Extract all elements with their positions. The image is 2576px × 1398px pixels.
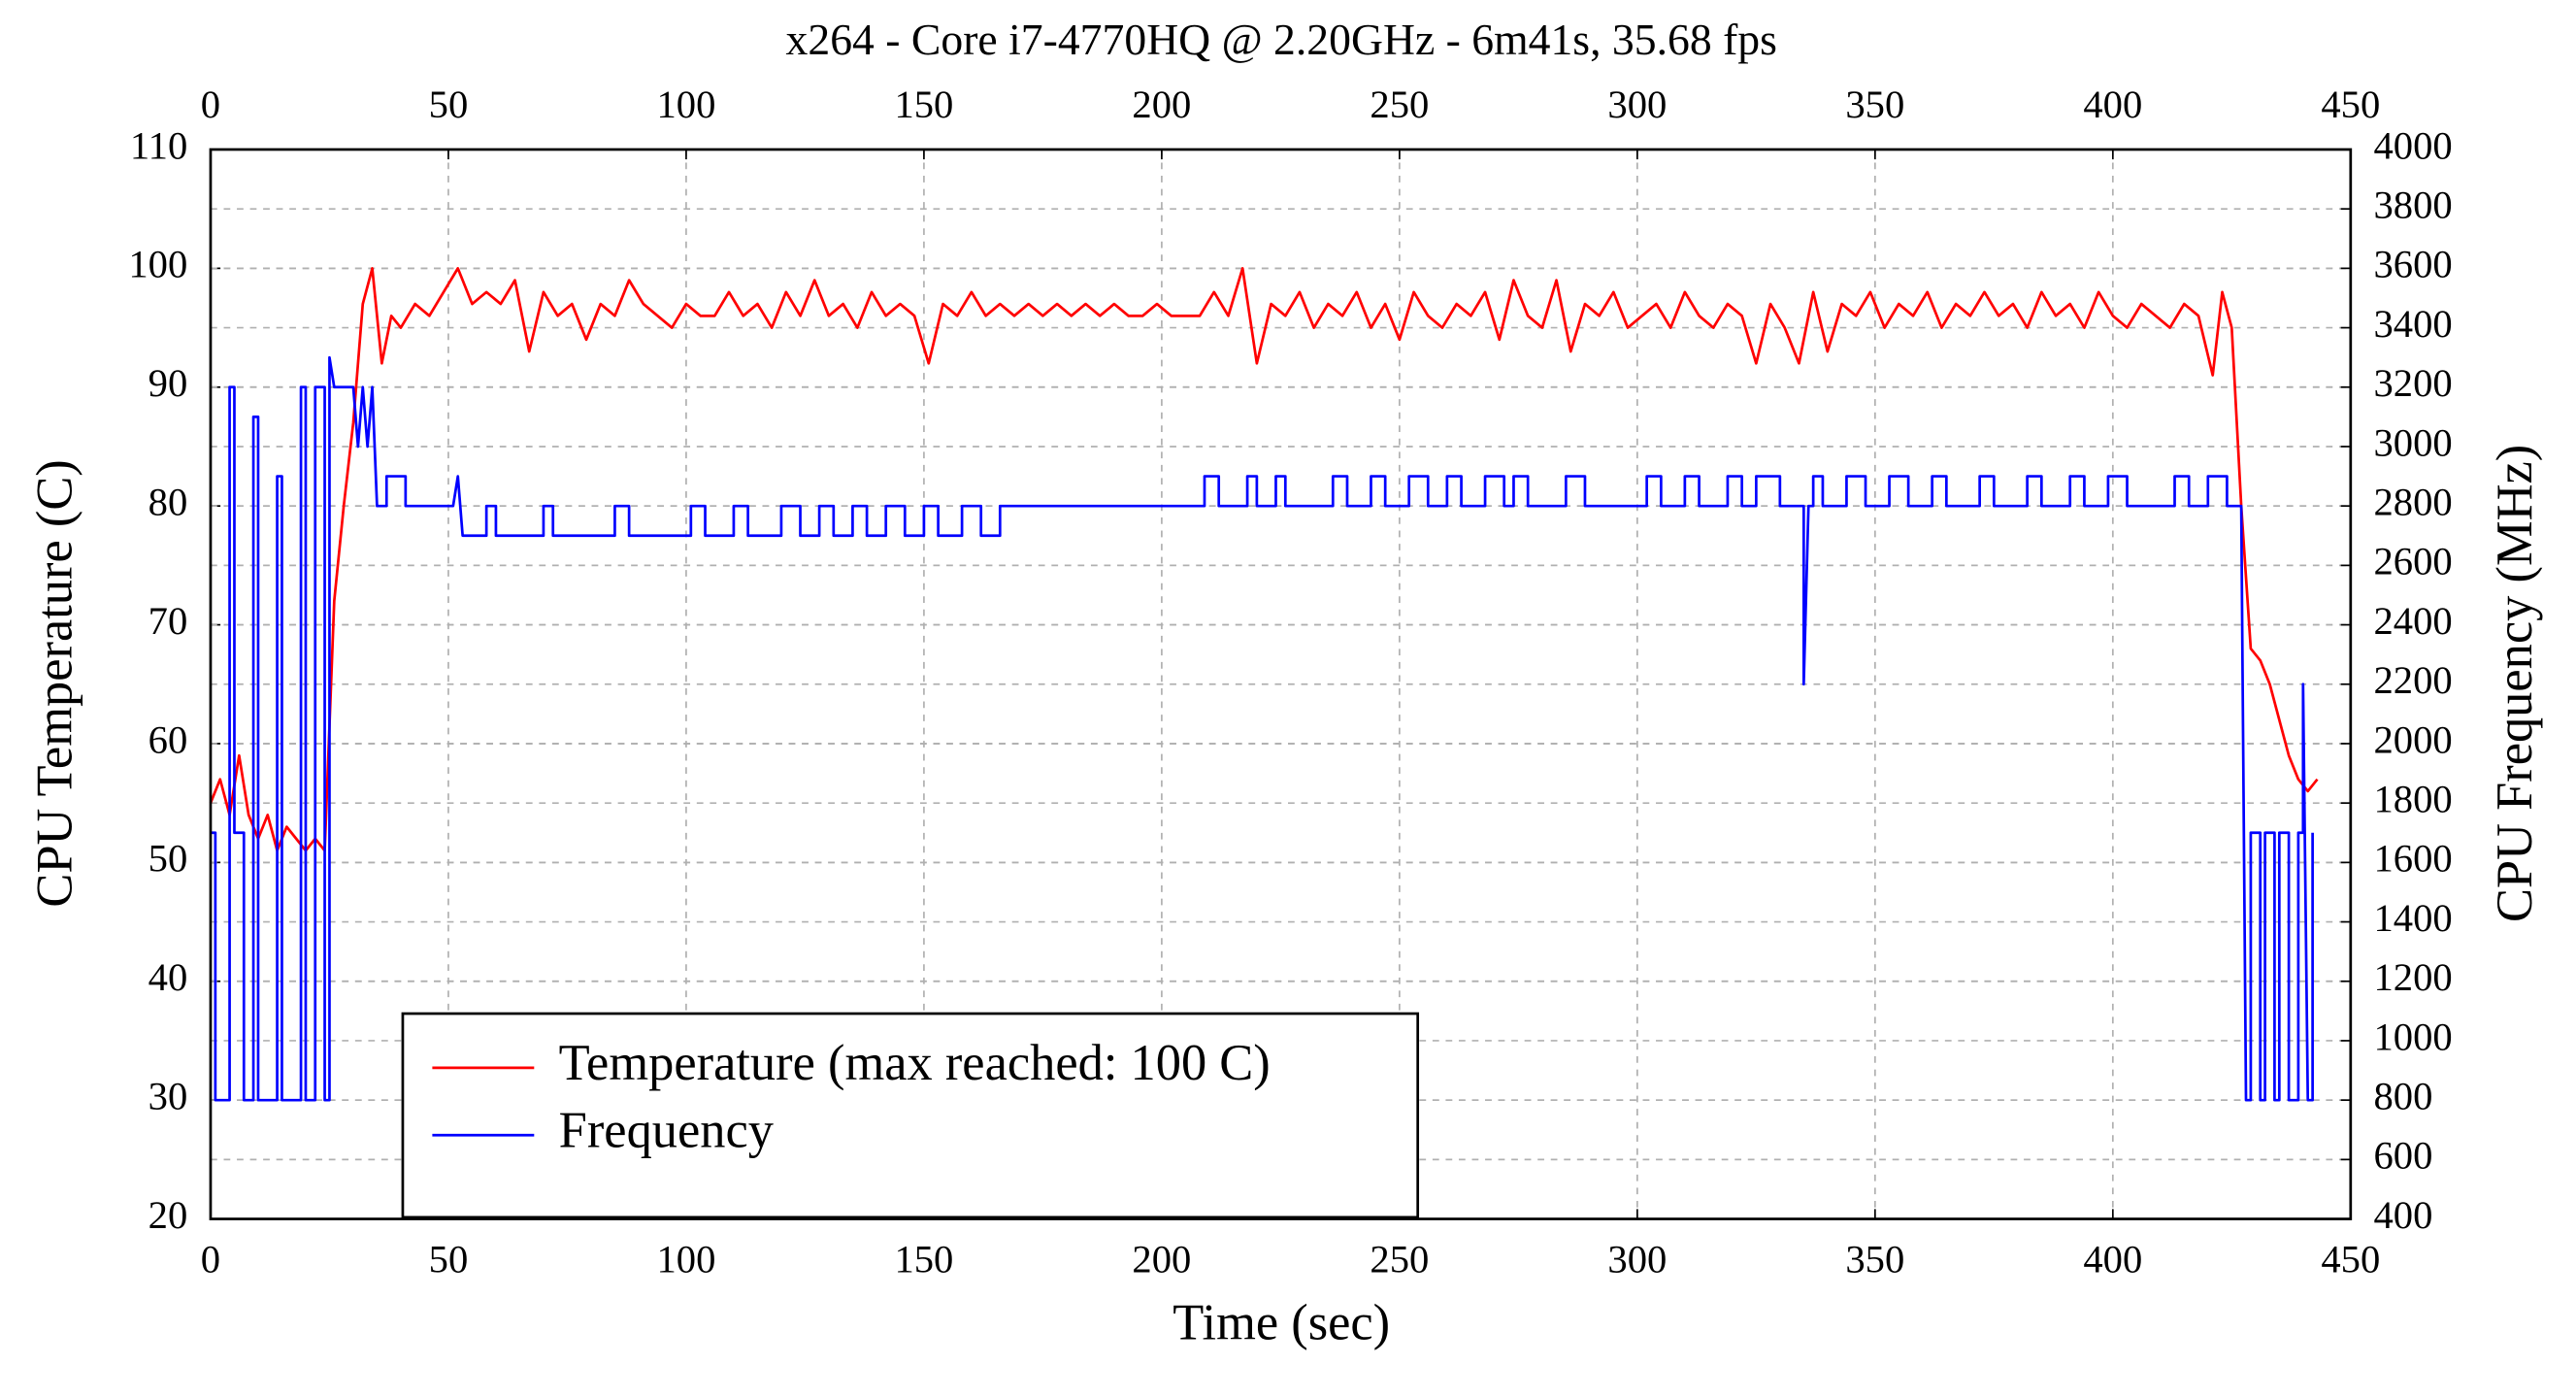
y-tick-label: 110 [130,123,187,167]
y2-tick-label: 2800 [2373,480,2452,523]
y2-tick-label: 3000 [2373,420,2452,464]
y2-tick-label: 1200 [2373,955,2452,999]
x-top-tick-label: 50 [429,83,469,126]
y2-tick-label: 3600 [2373,243,2452,286]
x-tick-label: 450 [2321,1238,2380,1282]
legend: Temperature (max reached: 100 C) Frequenc… [401,1012,1420,1219]
y-tick-label: 50 [149,837,188,881]
plot-frame [209,148,2353,1220]
x-tick-label: 300 [1607,1238,1667,1282]
y2-tick-label: 3800 [2373,183,2452,226]
legend-label: Temperature (max reached: 100 C) [559,1035,1271,1091]
y-tick-label: 60 [149,717,188,761]
x-top-tick-label: 450 [2321,83,2380,126]
x-top-tick-label: 350 [1845,83,1904,126]
y-tick-label: 80 [149,480,188,523]
y2-tick-label: 2200 [2373,658,2452,702]
y-tick-label: 100 [128,243,187,286]
x-tick-label: 0 [201,1238,220,1282]
y2-tick-label: 2600 [2373,540,2452,583]
data-line [210,355,2314,1102]
y2-tick-label: 400 [2373,1193,2432,1237]
y2-tick-label: 4000 [2373,123,2452,167]
x-tick-label: 150 [894,1238,953,1282]
y2-axis-label: CPU Frequency (MHz) [2487,445,2543,922]
y2-tick-label: 1800 [2373,777,2452,820]
y2-tick-label: 2400 [2373,599,2452,643]
y-tick-label: 90 [149,361,188,405]
y2-tick-label: 1400 [2373,896,2452,940]
x-axis-label: Time (sec) [1172,1294,1390,1350]
x-tick-label: 400 [2083,1238,2142,1282]
y2-tick-label: 2000 [2373,717,2452,761]
y2-tick-label: 3200 [2373,361,2452,405]
x-tick-label: 250 [1370,1238,1429,1282]
x-top-tick-label: 0 [201,83,220,126]
x-tick-label: 100 [656,1238,715,1282]
x-tick-label: 200 [1132,1238,1191,1282]
y-tick-label: 70 [149,599,188,643]
y-tick-label: 20 [149,1193,188,1237]
y2-tick-label: 600 [2373,1134,2432,1178]
x-tick-label: 350 [1845,1238,1904,1282]
y2-tick-label: 800 [2373,1074,2432,1117]
x-top-tick-label: 150 [894,83,953,126]
x-top-tick-label: 100 [656,83,715,126]
data-line [209,267,2319,852]
x-top-tick-label: 300 [1607,83,1667,126]
y-axis-label: CPU Temperature (C) [26,459,83,907]
y-tick-label: 30 [149,1074,188,1117]
y2-tick-label: 1600 [2373,837,2452,881]
legend-label: Frequency [559,1102,775,1158]
y2-tick-label: 3400 [2373,302,2452,346]
x-top-tick-label: 400 [2083,83,2142,126]
y2-tick-label: 1000 [2373,1015,2452,1058]
x-tick-label: 50 [429,1238,469,1282]
chart-title: x264 - Core i7-4770HQ @ 2.20GHz - 6m41s,… [786,15,1777,64]
y-tick-label: 40 [149,955,188,999]
x-top-tick-label: 200 [1132,83,1191,126]
x-top-tick-label: 250 [1370,83,1429,126]
legend-box [401,1012,1420,1219]
